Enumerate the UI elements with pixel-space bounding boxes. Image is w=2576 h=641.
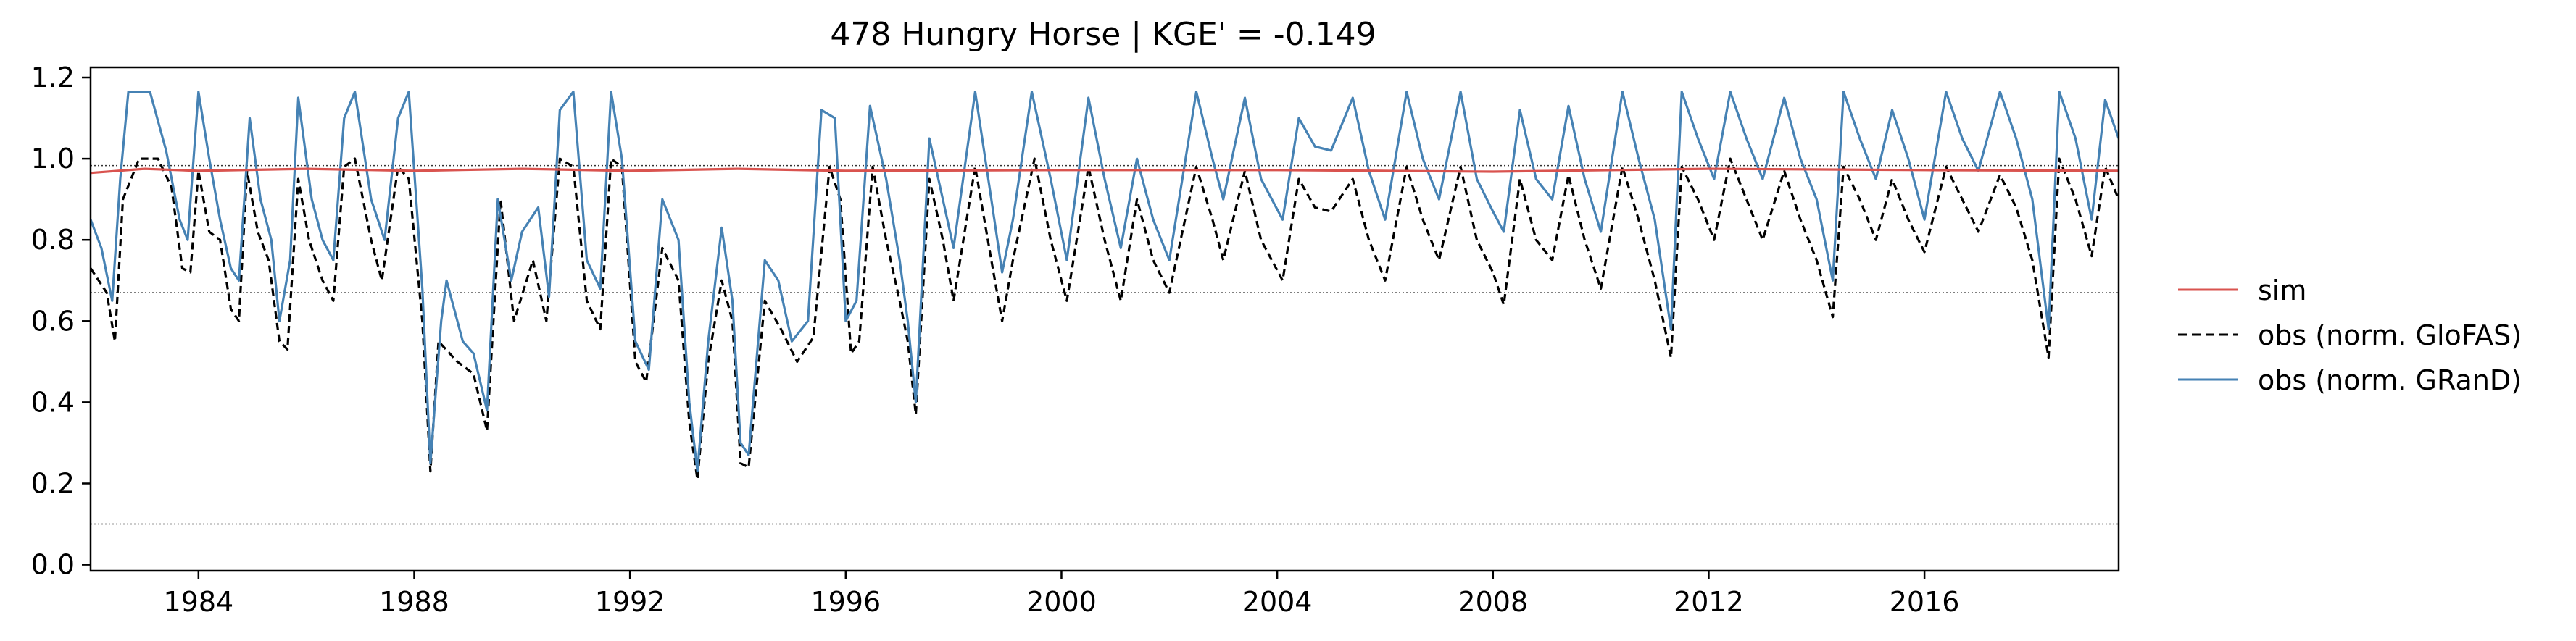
plot-frame bbox=[89, 66, 2120, 572]
chart-title: 478 Hungry Horse | KGE' = -0.149 bbox=[830, 16, 1376, 53]
legend: sim obs (norm. GloFAS) obs (norm. GRanD) bbox=[2178, 275, 2522, 396]
y-tick-label: 0.2 bbox=[31, 467, 75, 499]
series-line-glofas bbox=[91, 157, 2119, 481]
legend-label-glofas: obs (norm. GloFAS) bbox=[2258, 319, 2522, 351]
y-axis: 0.0 0.2 0.4 0.6 0.8 1.0 1.2 bbox=[31, 62, 91, 581]
x-tick-label: 1992 bbox=[595, 586, 665, 618]
reference-lines bbox=[91, 164, 2119, 525]
series-line-sim bbox=[91, 167, 2119, 175]
x-tick-label: 1988 bbox=[379, 586, 449, 618]
legend-label-sim: sim bbox=[2258, 275, 2306, 306]
y-tick-label: 1.0 bbox=[31, 143, 75, 175]
plot-area bbox=[89, 66, 2120, 572]
y-tick-label: 0.6 bbox=[31, 305, 75, 337]
legend-label-grand: obs (norm. GRanD) bbox=[2258, 364, 2522, 396]
y-tick-label: 0.0 bbox=[31, 549, 75, 581]
x-tick-label: 2012 bbox=[1674, 586, 1744, 618]
y-tick-label: 0.4 bbox=[31, 386, 75, 418]
series-lines bbox=[91, 91, 2119, 481]
x-tick-label: 1984 bbox=[163, 586, 233, 618]
x-tick-label: 2004 bbox=[1242, 586, 1313, 618]
y-tick-label: 0.8 bbox=[31, 224, 75, 256]
x-tick-label: 1996 bbox=[810, 586, 881, 618]
y-tick-label: 1.2 bbox=[31, 62, 75, 93]
series-line-grand bbox=[91, 91, 2119, 473]
x-tick-label: 2008 bbox=[1458, 586, 1528, 618]
x-tick-label: 2016 bbox=[1890, 586, 1960, 618]
x-tick-label: 2000 bbox=[1026, 586, 1097, 618]
x-axis: 1984 1988 1992 1996 2000 2004 2008 2012 2016 bbox=[163, 571, 1959, 618]
